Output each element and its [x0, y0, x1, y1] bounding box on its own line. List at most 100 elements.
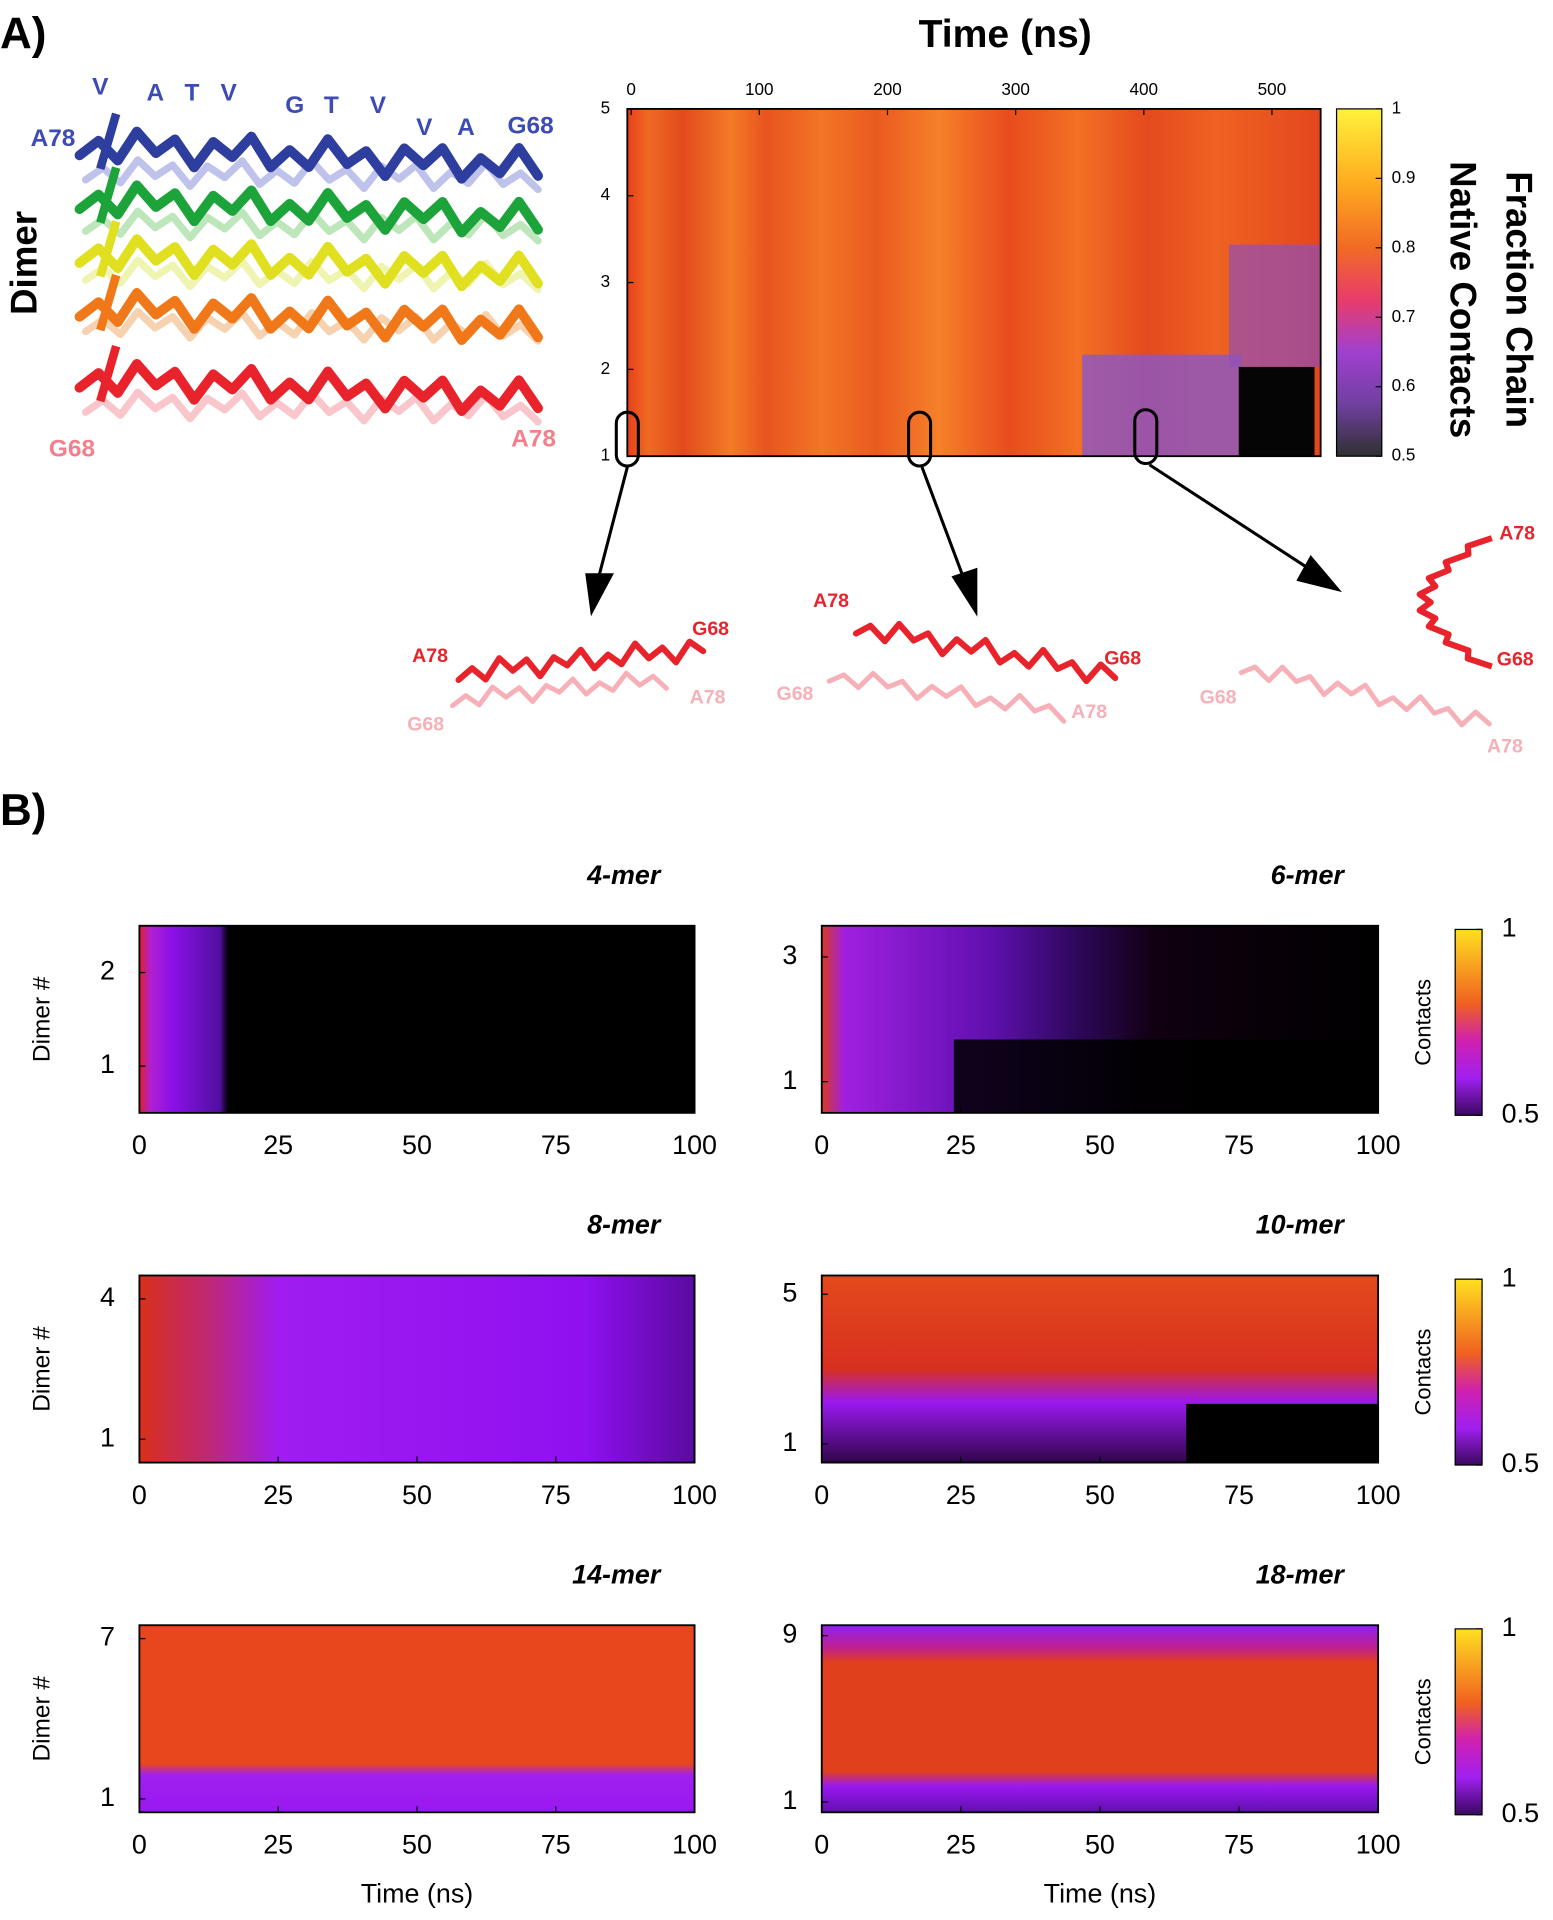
- heatmap-region: [953, 1039, 1379, 1113]
- colorbar-tick-label: 1: [1502, 913, 1517, 943]
- strand: [450, 670, 669, 709]
- x-tick-label: 75: [1224, 1130, 1254, 1160]
- y-tick-label: 7: [100, 1622, 115, 1652]
- x-tick-label: 25: [946, 1480, 976, 1510]
- x-tick-label: 0: [132, 1830, 147, 1860]
- y-tick-label: 1: [782, 1427, 797, 1457]
- residue-label: T: [185, 80, 200, 107]
- frame: [820, 924, 1380, 1114]
- strand: [74, 358, 543, 416]
- strand: [74, 288, 543, 346]
- strand: [1416, 535, 1493, 670]
- colorbar-tick-label: 1: [1502, 1612, 1517, 1642]
- strand: [74, 126, 543, 184]
- chart-title: 6-mer: [1271, 860, 1346, 890]
- x-tick-label: 0: [814, 1830, 829, 1860]
- x-tick-label: 75: [1224, 1830, 1254, 1860]
- x-tick-label: 0: [626, 80, 636, 99]
- residue-label: G: [285, 92, 304, 119]
- snapshot-label: G68: [1200, 686, 1237, 708]
- x-tick-label: 200: [873, 80, 902, 99]
- y-tick-label: 1: [782, 1065, 797, 1095]
- residue-label: A: [146, 80, 164, 107]
- arrow: [595, 466, 629, 585]
- x-tick-label: 500: [1258, 80, 1287, 99]
- y-tick-label: 1: [782, 1785, 797, 1815]
- colorbar-tick-label: 1: [1392, 98, 1402, 117]
- y-tick-label: 2: [100, 956, 115, 986]
- heatmap-region: [1228, 244, 1321, 367]
- x-tick-label: 50: [1085, 1830, 1115, 1860]
- arrowhead: [951, 567, 978, 617]
- heatmap-region: [1186, 1403, 1379, 1463]
- colorbar: [1454, 928, 1483, 1116]
- snapshot-label: A78: [1499, 523, 1535, 545]
- residue-label: V: [370, 92, 387, 119]
- residue-label: V: [92, 74, 109, 101]
- residue-label: V: [416, 114, 433, 141]
- x-axis-label: Time (ns): [361, 1879, 474, 1909]
- strand: [852, 620, 1119, 685]
- frame: [138, 924, 696, 1114]
- colorbar-tick-label: 0.5: [1502, 1798, 1539, 1828]
- strand-stub: [96, 220, 121, 278]
- y-axis-label: Dimer #: [28, 1676, 55, 1762]
- colorbar: [1454, 1628, 1483, 1816]
- x-tick-label: 25: [946, 1130, 976, 1160]
- strand: [74, 180, 543, 238]
- snapshot-label: A78: [412, 645, 448, 667]
- chart-title: 14-mer: [572, 1559, 662, 1589]
- x-tick-label: 50: [402, 1830, 432, 1860]
- residue-label: A78: [31, 125, 76, 152]
- colorbar-tick-label: 0.9: [1392, 168, 1416, 187]
- x-tick-label: 75: [541, 1480, 571, 1510]
- snapshot-label: A78: [690, 686, 726, 708]
- colorbar-label: Contacts: [1410, 979, 1435, 1066]
- x-tick-label: 50: [402, 1130, 432, 1160]
- snapshot-label: A78: [1487, 735, 1523, 757]
- x-tick-label: 100: [745, 80, 774, 99]
- x-tick-label: 0: [814, 1480, 829, 1510]
- y-tick-label: 3: [782, 940, 797, 970]
- y-tick-label: 4: [601, 185, 611, 204]
- x-tick-label: 300: [1001, 80, 1030, 99]
- y-tick-label: 1: [601, 446, 611, 465]
- y-tick-label: 1: [100, 1049, 115, 1079]
- strand-stub: [96, 166, 121, 224]
- chart-title: 8-mer: [587, 1210, 662, 1240]
- colorbar-label: Contacts: [1410, 1678, 1435, 1765]
- x-tick-label: 100: [672, 1830, 717, 1860]
- x-tick-label: 50: [1085, 1130, 1115, 1160]
- colorbar: [1454, 1278, 1483, 1466]
- colorbar-tick-label: 0.8: [1392, 237, 1416, 256]
- strand-stub: [96, 112, 121, 171]
- snapshot-label: A78: [1071, 701, 1107, 723]
- x-tick-label: 25: [946, 1830, 976, 1860]
- residue-label: A78: [511, 426, 556, 453]
- y-axis-label: Dimer #: [28, 976, 55, 1062]
- x-tick-label: 75: [1224, 1480, 1254, 1510]
- snapshot-label: G68: [1104, 647, 1141, 669]
- x-tick-label: 100: [1356, 1480, 1401, 1510]
- heatmap: [821, 1625, 1379, 1813]
- colorbar-tick-label: 0.5: [1502, 1098, 1539, 1128]
- x-tick-label: 100: [1356, 1130, 1401, 1160]
- y-tick-label: 5: [601, 98, 611, 117]
- y-tick-label: 2: [601, 359, 611, 378]
- x-tick-label: 25: [263, 1830, 293, 1860]
- strand: [1238, 664, 1492, 728]
- residue-label: G68: [507, 113, 553, 140]
- heatmap: [139, 1625, 695, 1813]
- x-tick-label: 25: [263, 1130, 293, 1160]
- x-tick-label: 0: [814, 1130, 829, 1160]
- colorbar-label: Native Contacts: [1442, 161, 1483, 438]
- marker-oval: [907, 410, 933, 468]
- y-axis-label: Dimer: [4, 211, 45, 315]
- residue-label: V: [221, 80, 238, 107]
- strand-stub: [96, 274, 121, 332]
- panel-label: A): [0, 9, 46, 58]
- y-tick-label: 5: [782, 1277, 797, 1307]
